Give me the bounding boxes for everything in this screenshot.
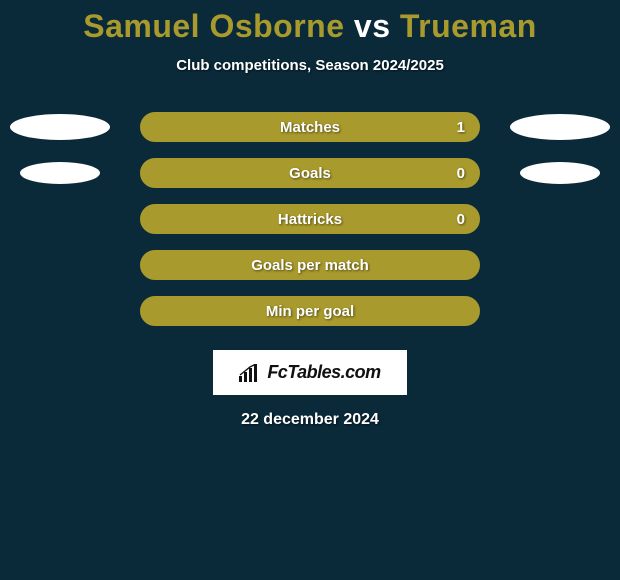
title-vs: vs	[354, 8, 391, 44]
stat-row: Min per goal	[0, 296, 620, 326]
stat-row: Hattricks0	[0, 204, 620, 234]
player1-ellipse	[10, 114, 110, 140]
stat-value: 0	[457, 211, 465, 228]
stat-row: Goals per match	[0, 250, 620, 280]
watermark-text: FcTables.com	[267, 362, 380, 382]
stat-label: Matches	[141, 119, 479, 136]
player2-ellipse	[520, 162, 600, 184]
stat-rows: Matches1Goals0Hattricks0Goals per matchM…	[0, 112, 620, 326]
stat-bar: Hattricks0	[140, 204, 480, 234]
title-player2: Trueman	[400, 8, 537, 44]
stat-bar: Matches1	[140, 112, 480, 142]
comparison-title: Samuel Osborne vs Trueman	[0, 0, 620, 45]
stat-row: Goals0	[0, 158, 620, 188]
stat-bar: Min per goal	[140, 296, 480, 326]
stat-value: 1	[457, 119, 465, 136]
infographic-container: Samuel Osborne vs Trueman Club competiti…	[0, 0, 620, 580]
chart-icon	[239, 364, 261, 382]
subtitle: Club competitions, Season 2024/2025	[0, 57, 620, 74]
player1-ellipse	[20, 162, 100, 184]
stat-value: 0	[457, 165, 465, 182]
stat-label: Goals per match	[141, 257, 479, 274]
stat-row: Matches1	[0, 112, 620, 142]
watermark-badge: FcTables.com	[213, 350, 406, 395]
stat-bar: Goals per match	[140, 250, 480, 280]
stat-label: Hattricks	[141, 211, 479, 228]
stat-label: Goals	[141, 165, 479, 182]
stat-label: Min per goal	[141, 303, 479, 320]
player2-ellipse	[510, 114, 610, 140]
date-text: 22 december 2024	[0, 411, 620, 429]
stat-bar: Goals0	[140, 158, 480, 188]
title-player1: Samuel Osborne	[83, 8, 344, 44]
